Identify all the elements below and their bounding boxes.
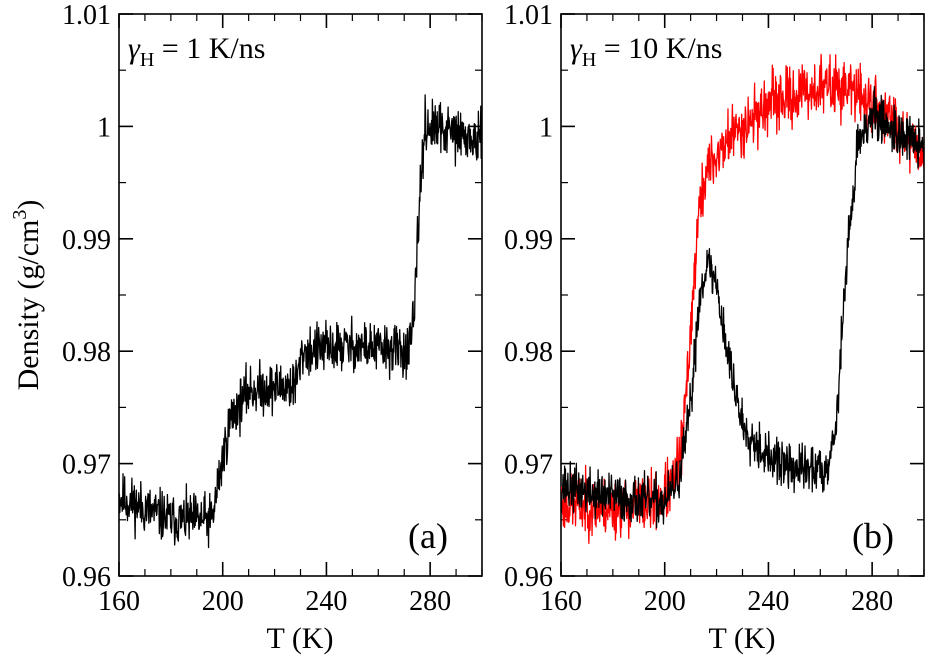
- panel-b-rate: = 10 K/ns: [596, 32, 722, 65]
- panel-a-gamma-symbol: γ: [128, 32, 141, 65]
- y-axis-label-main: Density (g/cm: [12, 220, 45, 391]
- panel-a-xlabel: T (K): [267, 622, 334, 655]
- panel-a: 160 200 240 280 0.96 0.97 0.98 0.99 1 1.01 γH = 1…: [9, 0, 483, 655]
- panel-a-label: (a): [408, 516, 448, 556]
- x-tick-label: 240: [305, 586, 347, 617]
- y-tick-label: 1.01: [504, 0, 553, 31]
- panel-a-gamma-subscript: H: [140, 49, 154, 71]
- y-tick-label: 1: [539, 112, 553, 143]
- series-line-red: [561, 53, 924, 545]
- series-line-black: [561, 85, 924, 529]
- x-tick-label: 160: [98, 586, 140, 617]
- y-tick-label: 0.98: [62, 337, 111, 368]
- y-axis-label: Density (g/cm3): [9, 200, 45, 391]
- panel-a-annotation: γH = 1 K/ns: [128, 32, 265, 71]
- x-tick-label: 240: [747, 586, 789, 617]
- y-tick-label: 0.99: [504, 225, 553, 256]
- y-tick-label: 0.97: [62, 450, 111, 481]
- y-axis-label-end: ): [12, 200, 45, 210]
- x-tick-label: 280: [409, 586, 451, 617]
- panel-b-label: (b): [852, 516, 894, 556]
- panel-b-tick-labels: 160 200 240 280 0.96 0.97 0.98 0.99 1 1.01: [504, 0, 893, 617]
- panel-b: 160 200 240 280 0.96 0.97 0.98 0.99 1 1.01 γH = 1…: [504, 0, 925, 655]
- y-tick-label: 1: [97, 112, 111, 143]
- panel-b-ticks: [560, 13, 925, 577]
- panel-a-frame: [118, 13, 483, 577]
- panel-a-rate: = 1 K/ns: [154, 32, 265, 65]
- x-tick-label: 280: [851, 586, 893, 617]
- panel-a-ticks: [118, 13, 483, 577]
- y-tick-label: 0.96: [62, 562, 111, 593]
- x-tick-label: 200: [202, 586, 244, 617]
- x-tick-label: 160: [540, 586, 582, 617]
- panel-b-annotation: γH = 10 K/ns: [570, 32, 722, 71]
- panel-b-gamma-symbol: γ: [570, 32, 583, 65]
- panel-b-xlabel: T (K): [709, 622, 776, 655]
- series-line-black: [119, 94, 482, 549]
- panel-b-gamma-subscript: H: [582, 49, 596, 71]
- panel-a-tick-labels: 160 200 240 280 0.96 0.97 0.98 0.99 1 1.01: [62, 0, 451, 617]
- y-axis-label-sup: 3: [9, 210, 31, 220]
- panel-b-series: [561, 53, 924, 545]
- x-tick-label: 200: [644, 586, 686, 617]
- y-tick-label: 1.01: [62, 0, 111, 31]
- y-tick-label: 0.98: [504, 337, 553, 368]
- y-tick-label: 0.99: [62, 225, 111, 256]
- y-tick-label: 0.96: [504, 562, 553, 593]
- y-tick-label: 0.97: [504, 450, 553, 481]
- panel-a-series: [119, 94, 482, 549]
